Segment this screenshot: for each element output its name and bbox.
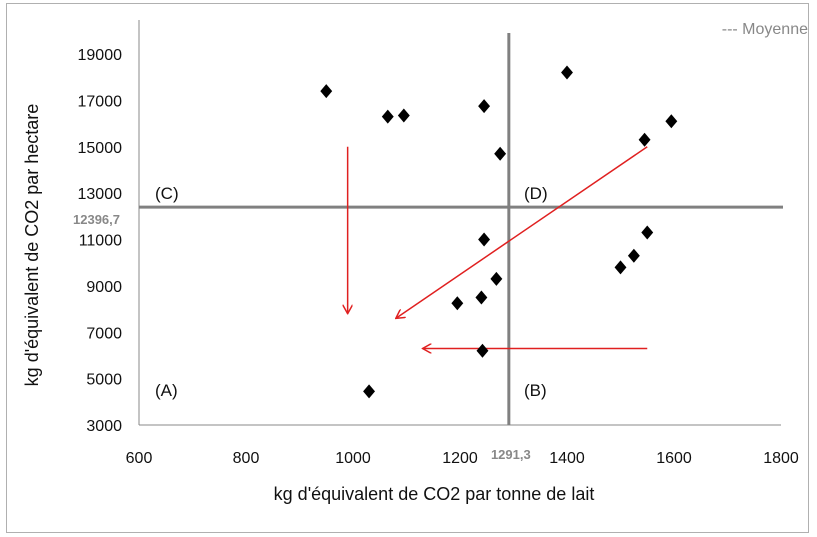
data-point [381, 109, 394, 124]
y-tick-label: 5000 [86, 372, 122, 389]
chart-frame [6, 3, 809, 533]
quadrant-label: (D) [524, 184, 548, 203]
data-point [478, 99, 491, 114]
data-point [490, 271, 503, 286]
legend-label: --- Moyenne [722, 21, 808, 38]
x-axis-title: kg d'équivalent de CO2 par tonne de lait [274, 484, 595, 504]
y-tick-label: 9000 [86, 279, 122, 296]
trend-arrow [396, 146, 648, 319]
x-tick-label: 1600 [656, 450, 692, 467]
data-point [478, 232, 491, 247]
data-point [363, 384, 375, 399]
x-tick-label: 1800 [763, 450, 799, 467]
x-tick-label: 1200 [442, 450, 478, 467]
data-point [475, 290, 488, 305]
x-tick-label: 600 [126, 450, 153, 467]
y-tick-label: 19000 [78, 47, 123, 64]
y-tick-label: 7000 [86, 325, 122, 342]
y-tick-label: 17000 [78, 93, 123, 110]
x-tick-label: 1400 [549, 450, 585, 467]
x-tick-label: 1000 [335, 450, 371, 467]
y-tick-label: 3000 [86, 418, 122, 435]
y-axis-title: kg d'équivalent de CO2 par hectare [22, 104, 42, 387]
quadrant-label: (B) [524, 381, 547, 400]
x-tick-label: 800 [233, 450, 260, 467]
data-point [627, 248, 640, 263]
data-point [665, 114, 678, 129]
y-tick-label: 11000 [79, 233, 122, 250]
data-point [494, 146, 507, 161]
quadrant-label: (C) [155, 184, 179, 203]
y-tick-label: 15000 [78, 140, 123, 157]
data-point [638, 132, 651, 147]
mean-y-label: 12396,7 [73, 212, 120, 227]
data-point [451, 296, 464, 311]
data-point [320, 84, 333, 99]
data-point [397, 108, 410, 123]
data-point [641, 225, 654, 240]
data-point [614, 260, 627, 275]
quadrant-label: (A) [155, 381, 178, 400]
data-point [561, 65, 573, 80]
y-tick-label: 13000 [78, 186, 123, 203]
mean-x-label: 1291,3 [491, 447, 531, 462]
data-point [476, 343, 489, 358]
